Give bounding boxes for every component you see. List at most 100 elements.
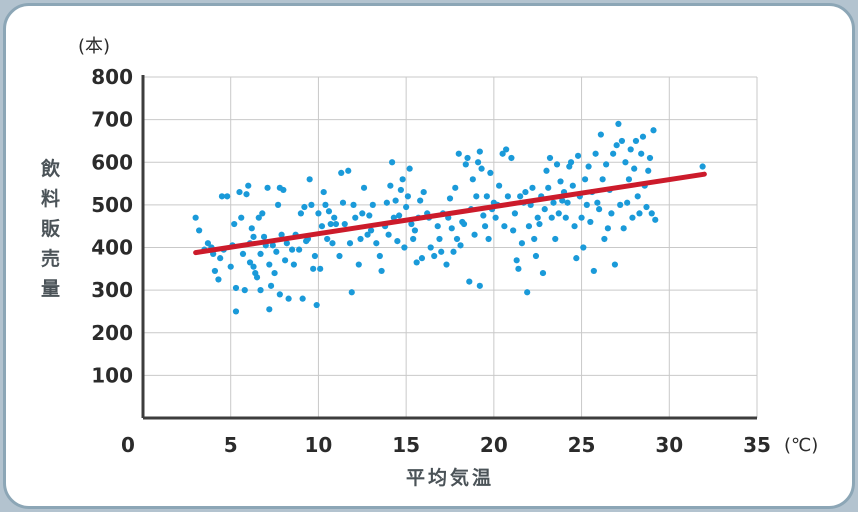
data-point xyxy=(289,246,296,253)
data-point xyxy=(624,199,631,206)
data-point xyxy=(492,214,499,221)
data-point xyxy=(594,199,601,206)
data-point xyxy=(608,210,615,217)
data-point xyxy=(274,201,282,208)
data-point xyxy=(524,289,531,296)
data-point xyxy=(466,278,473,285)
data-point xyxy=(496,182,503,189)
data-point xyxy=(617,201,624,208)
data-point xyxy=(357,235,364,243)
data-point xyxy=(536,220,543,228)
data-point xyxy=(567,159,575,166)
x-tick-label: 20 xyxy=(480,433,508,457)
data-point xyxy=(622,159,629,166)
data-point xyxy=(504,193,511,200)
data-point xyxy=(550,199,557,206)
data-point xyxy=(583,201,590,208)
data-point xyxy=(266,306,273,313)
data-point xyxy=(215,276,222,283)
axes xyxy=(141,75,757,420)
y-tick-label: 100 xyxy=(91,363,133,387)
y-tick-label: 600 xyxy=(91,150,133,174)
data-point xyxy=(260,233,268,240)
data-point xyxy=(264,184,271,191)
data-point xyxy=(634,193,641,200)
data-point xyxy=(281,257,289,264)
data-point xyxy=(545,184,552,191)
data-point xyxy=(636,210,643,217)
data-point xyxy=(250,263,257,270)
data-point xyxy=(403,203,410,211)
data-point xyxy=(341,220,348,228)
data-point xyxy=(652,216,659,223)
data-point xyxy=(534,214,541,221)
data-point xyxy=(481,223,489,230)
data-point xyxy=(238,214,245,221)
scatter-chart: 100 200 300 400 500 600 700 800 0 5 10 15 20 25 30 35 (… xyxy=(40,36,818,489)
data-point xyxy=(267,282,275,289)
data-point xyxy=(431,252,438,260)
data-point xyxy=(299,295,306,302)
y-tick-label: 400 xyxy=(91,236,133,260)
data-point xyxy=(399,176,406,183)
data-point xyxy=(648,210,655,217)
data-point xyxy=(253,274,261,281)
data-point xyxy=(271,269,278,277)
data-point xyxy=(625,176,633,183)
data-point xyxy=(297,210,304,217)
data-point xyxy=(510,227,517,234)
data-point xyxy=(531,235,538,243)
data-point xyxy=(487,169,494,177)
data-point xyxy=(401,244,408,251)
data-point xyxy=(469,176,476,183)
x-tick-label: 0 xyxy=(121,433,135,457)
data-point xyxy=(336,252,343,260)
data-point xyxy=(192,214,199,221)
data-point xyxy=(348,289,355,296)
data-point xyxy=(413,259,420,266)
data-point xyxy=(204,240,212,247)
data-point xyxy=(257,287,264,294)
data-point xyxy=(322,201,329,208)
data-point xyxy=(618,137,626,145)
data-point xyxy=(310,265,317,272)
data-point xyxy=(434,223,441,230)
data-point xyxy=(392,197,399,204)
data-point xyxy=(559,197,566,204)
data-point xyxy=(320,188,327,196)
data-point xyxy=(571,223,578,230)
y-axis-unit: (本) xyxy=(78,36,110,57)
data-point xyxy=(389,159,396,166)
data-point xyxy=(543,167,550,174)
data-point xyxy=(592,150,599,157)
data-point xyxy=(646,154,654,162)
data-point xyxy=(243,191,250,198)
data-point xyxy=(350,201,357,208)
data-point xyxy=(471,231,478,238)
data-point xyxy=(450,248,457,255)
data-point xyxy=(603,161,610,168)
data-point xyxy=(643,203,650,211)
data-point xyxy=(503,146,510,153)
data-point xyxy=(306,176,313,183)
data-point xyxy=(613,142,620,149)
data-point xyxy=(245,182,252,189)
y-tick-label: 200 xyxy=(91,321,133,345)
data-point xyxy=(417,197,424,204)
data-point xyxy=(241,287,248,294)
data-point xyxy=(573,255,580,262)
data-point xyxy=(455,150,462,157)
data-point xyxy=(296,246,303,253)
data-point xyxy=(290,261,297,268)
data-point xyxy=(329,240,336,247)
data-point xyxy=(546,154,554,162)
data-point xyxy=(378,267,385,275)
data-point xyxy=(273,248,280,255)
data-point xyxy=(218,193,226,200)
data-point xyxy=(418,255,426,262)
data-point xyxy=(615,120,622,127)
data-point xyxy=(562,214,569,221)
data-point xyxy=(327,220,334,228)
data-point xyxy=(436,235,443,243)
data-point xyxy=(366,212,373,219)
